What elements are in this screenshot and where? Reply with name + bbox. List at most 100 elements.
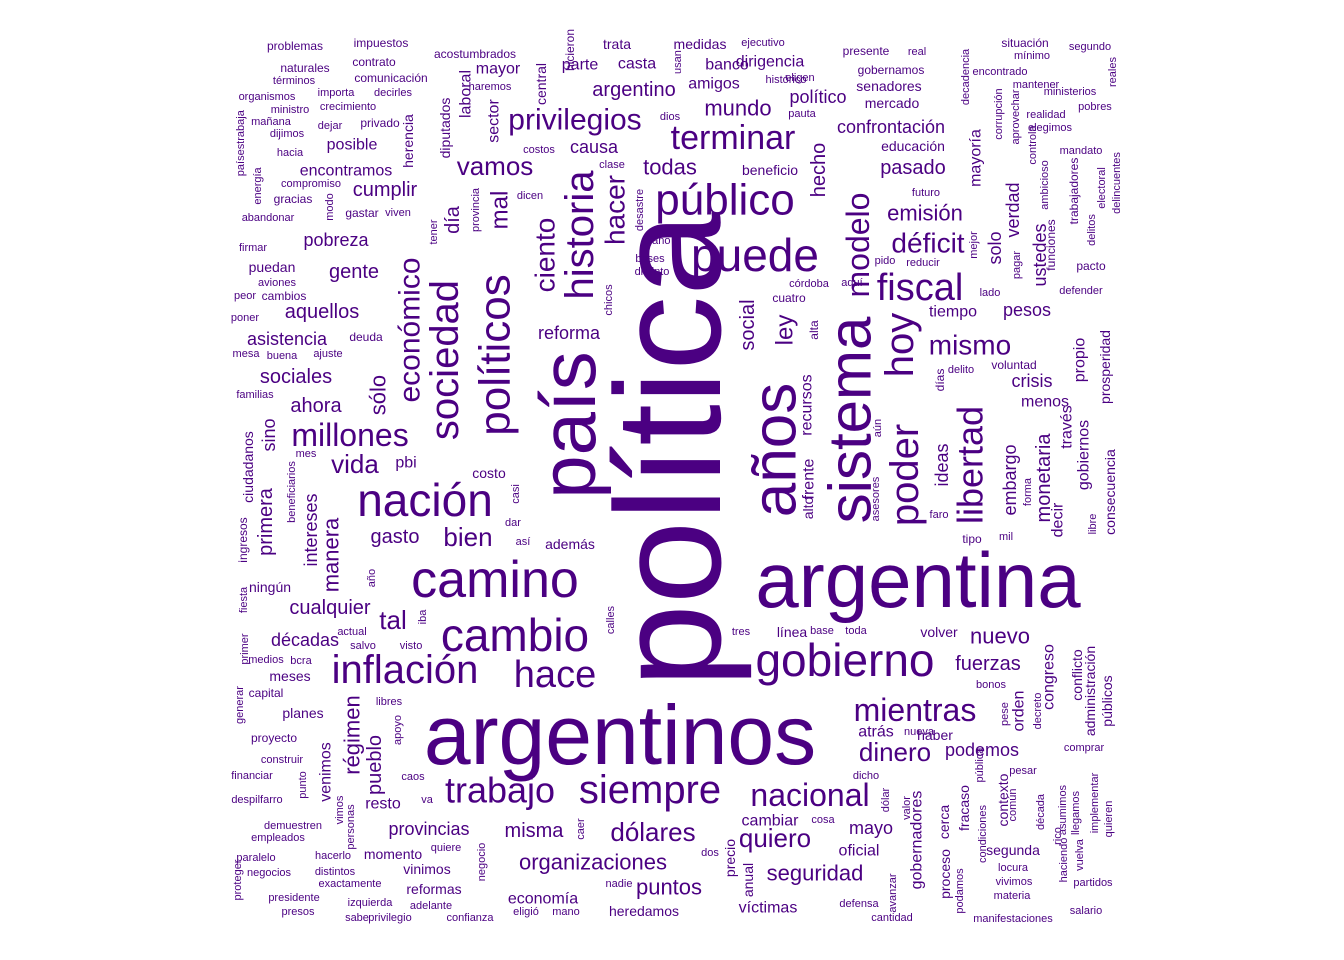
cloud-word: puntos <box>636 875 702 900</box>
cloud-word: firmar <box>239 242 267 254</box>
cloud-word: educación <box>881 138 945 154</box>
cloud-word: trabaja <box>235 109 247 144</box>
cloud-word: provincias <box>388 819 469 839</box>
cloud-word: histórico <box>766 74 807 86</box>
cloud-word: así <box>516 536 531 548</box>
cloud-word: proceso <box>937 849 953 899</box>
cloud-word: cualquier <box>289 597 371 619</box>
cloud-word: manifestaciones <box>973 913 1053 925</box>
cloud-word: confianza <box>446 912 494 924</box>
cloud-word: realidad <box>1026 109 1065 121</box>
cloud-word: posible <box>327 137 378 154</box>
cloud-word: mercado <box>865 95 920 111</box>
cloud-word: valor <box>901 796 913 820</box>
cloud-word: distinto <box>635 266 670 278</box>
cloud-word: manera <box>319 517 344 592</box>
cloud-word: cumplir <box>353 179 418 201</box>
cloud-word: siempre <box>579 768 721 812</box>
cloud-word: toda <box>845 625 867 637</box>
cloud-word: argentino <box>592 79 675 101</box>
cloud-word: reales <box>1107 57 1119 87</box>
cloud-word: privado <box>360 116 400 130</box>
cloud-word: energía <box>252 166 264 204</box>
cloud-word: mayo <box>849 818 893 838</box>
cloud-word: amigos <box>688 76 740 93</box>
cloud-word: oficial <box>839 843 880 860</box>
cloud-word: punto <box>297 771 309 799</box>
cloud-word: futuro <box>912 187 940 199</box>
cloud-word: rico <box>1052 827 1064 845</box>
cloud-word: verdad <box>1003 182 1023 237</box>
cloud-word: gasto <box>371 526 420 548</box>
cloud-word: ministro <box>271 104 310 116</box>
cloud-word: medidas <box>674 36 727 52</box>
cloud-word: historia <box>558 170 602 300</box>
cloud-word: salario <box>1070 905 1102 917</box>
cloud-word: dejar <box>318 120 343 132</box>
cloud-word: pobreza <box>303 230 369 250</box>
cloud-word: sistema <box>817 316 884 523</box>
cloud-word: beneficio <box>742 162 798 178</box>
cloud-word: familias <box>236 389 274 401</box>
cloud-word: poner <box>231 312 259 324</box>
cloud-word: condiciones <box>977 804 989 863</box>
cloud-word: misma <box>505 820 565 842</box>
cloud-word: buena <box>267 350 298 362</box>
cloud-word: economía <box>508 891 578 908</box>
cloud-word: mesa <box>233 348 261 360</box>
cloud-word: organismos <box>239 91 296 103</box>
cloud-word: frente <box>801 458 818 499</box>
cloud-word: ley <box>772 315 799 346</box>
cloud-word: mal <box>487 191 514 230</box>
cloud-word: diputados <box>437 98 453 159</box>
cloud-word: nacional <box>750 777 869 813</box>
cloud-word: aún <box>872 419 884 437</box>
cloud-word: mismo <box>929 330 1011 361</box>
cloud-word: mandato <box>1060 145 1103 157</box>
cloud-word: laboral <box>458 70 475 118</box>
cloud-word: venimos <box>318 742 335 802</box>
cloud-word: capital <box>249 686 284 700</box>
cloud-word: política <box>584 212 752 688</box>
cloud-word: dirigencia <box>736 54 805 71</box>
cloud-word: nuevo <box>970 624 1030 649</box>
cloud-word: gobernadores <box>909 791 926 890</box>
cloud-word: pauta <box>788 108 816 120</box>
cloud-word: sabe <box>345 912 369 924</box>
cloud-word: orden <box>1011 691 1028 732</box>
cloud-word: términos <box>273 75 316 87</box>
cloud-word: contexto <box>995 773 1011 826</box>
cloud-word: desastre <box>634 189 646 231</box>
cloud-word: libre <box>1087 514 1099 535</box>
cloud-word: despilfarro <box>231 794 282 806</box>
cloud-word: delito <box>948 364 974 376</box>
cloud-word: hace <box>514 654 596 696</box>
cloud-word: lado <box>980 287 1001 299</box>
cloud-word: gobierno <box>755 634 934 686</box>
cloud-word: plano <box>644 235 671 247</box>
cloud-word: peor <box>234 290 256 302</box>
cloud-word: gobiernos <box>1076 420 1093 490</box>
cloud-word: heredamos <box>609 903 679 919</box>
cloud-word: adelante <box>410 900 452 912</box>
cloud-word: beneficiarios <box>286 461 298 523</box>
cloud-word: empleados <box>251 832 305 844</box>
cloud-word: aquí <box>841 277 862 289</box>
cloud-word: tres <box>732 626 751 638</box>
cloud-word: cantidad <box>871 912 913 924</box>
cloud-word: hicieron <box>563 29 577 71</box>
cloud-word: nueva <box>904 726 935 738</box>
cloud-word: público <box>655 176 794 225</box>
cloud-word: hacerlo <box>315 850 351 862</box>
cloud-word: tal <box>379 605 406 635</box>
cloud-word: cambio <box>441 609 589 661</box>
cloud-word: sociales <box>260 366 332 388</box>
cloud-word: elegimos <box>1028 122 1073 134</box>
cloud-word: bases <box>635 253 665 265</box>
cloud-word: bien <box>443 522 492 552</box>
cloud-word: político <box>789 87 846 107</box>
cloud-word: viven <box>385 207 411 219</box>
cloud-word: ahora <box>290 395 342 417</box>
cloud-word: costo <box>472 465 506 481</box>
